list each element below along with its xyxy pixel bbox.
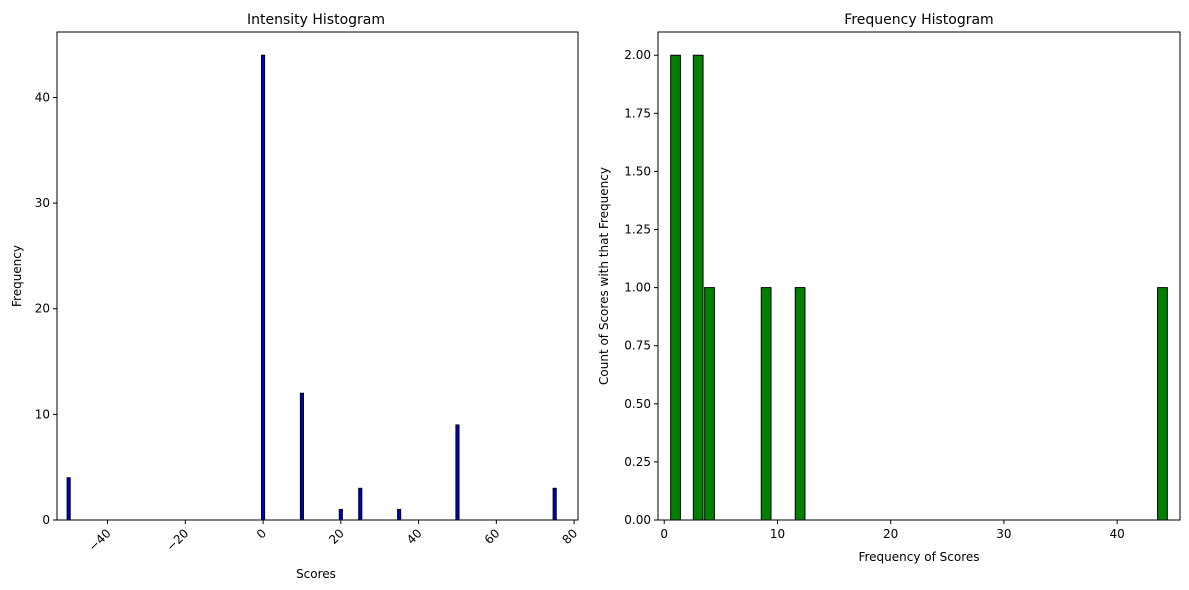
histogram-bar [397, 508, 402, 521]
y-tick-label: 1.50 [624, 164, 651, 178]
y-tick-label: 0.75 [624, 339, 651, 353]
x-tick-label: 20 [883, 527, 898, 541]
histogram-bar [455, 424, 460, 521]
x-tick-label: 40 [1110, 527, 1125, 541]
y-axis-label: Frequency [10, 245, 24, 307]
y-tick-label: 0.00 [624, 513, 651, 527]
x-axis-label: Frequency of Scores [858, 550, 979, 564]
histogram-bar [692, 54, 704, 521]
plot-frame [657, 31, 1181, 521]
histogram-bar [552, 487, 557, 521]
y-axis-ticks: 0 10 20 30 40 [35, 90, 57, 527]
y-tick-label: 0 [42, 513, 50, 527]
y-tick-label: 30 [35, 196, 50, 210]
histogram-bar [704, 287, 715, 521]
y-tick-label: 2.00 [624, 48, 651, 62]
plot-frame [56, 31, 579, 521]
x-tick-label: 10 [770, 527, 785, 541]
histogram-bar [338, 508, 343, 521]
y-tick-label: 40 [35, 90, 50, 104]
y-tick-label: 1.00 [624, 281, 651, 295]
y-tick-label: 0.25 [624, 455, 651, 469]
frequency-histogram-panel: Frequency Histogram Frequency of Scores … [597, 12, 1181, 564]
y-tick-label: 10 [35, 407, 50, 421]
histogram-bar [66, 477, 71, 521]
y-axis-ticks: 0.00 0.25 0.50 0.75 1.00 1.25 1.50 1.75 2.00 [624, 48, 658, 527]
histogram-bar [670, 54, 681, 521]
histogram-bar [299, 392, 305, 521]
y-tick-label: 1.75 [624, 106, 651, 120]
histogram-bar [261, 54, 266, 521]
x-tick-label: 30 [996, 527, 1011, 541]
intensity-histogram-panel: Intensity Histogram Scores Frequency −40… [10, 12, 580, 581]
y-axis-label: Count of Scores with that Frequency [597, 167, 611, 385]
x-tick-label: 0 [660, 527, 668, 541]
histogram-bar [794, 287, 806, 521]
y-tick-label: 1.25 [624, 223, 651, 237]
histogram-bar [358, 487, 363, 521]
x-axis-ticks: 0 10 20 30 40 [660, 520, 1125, 541]
y-tick-label: 0.50 [624, 397, 651, 411]
histogram-bar [760, 287, 772, 521]
histogram-bar [1157, 287, 1168, 521]
chart-title: Intensity Histogram [247, 12, 385, 28]
x-axis-label: Scores [296, 567, 336, 581]
y-tick-label: 20 [35, 302, 50, 316]
chart-title: Frequency Histogram [844, 12, 993, 28]
